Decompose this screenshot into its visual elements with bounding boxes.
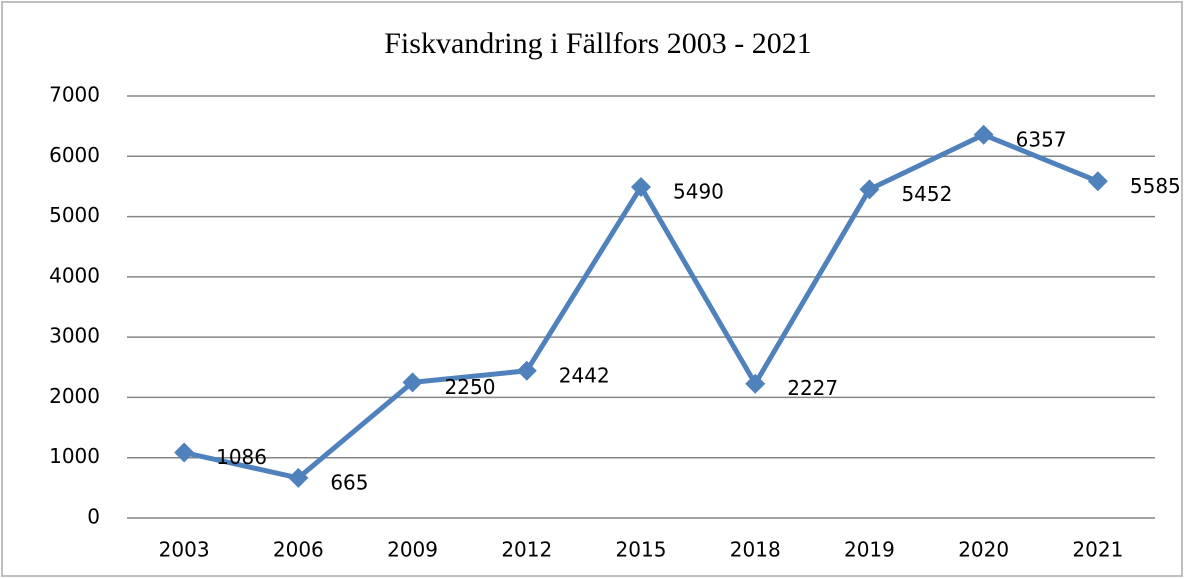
data-point — [745, 373, 766, 394]
data-point — [973, 124, 994, 145]
y-tick-label: 1000 — [49, 444, 100, 468]
data-label: 2442 — [559, 363, 610, 387]
x-tick-label: 2003 — [159, 538, 210, 562]
y-tick-label: 6000 — [49, 143, 100, 167]
x-tick-label: 2018 — [730, 538, 781, 562]
y-tick-label: 2000 — [49, 384, 100, 408]
data-label: 5585 — [1130, 174, 1181, 198]
y-tick-label: 0 — [87, 505, 100, 529]
x-tick-label: 2021 — [1072, 538, 1123, 562]
y-tick-label: 4000 — [49, 263, 100, 287]
x-tick-label: 2006 — [273, 538, 324, 562]
data-label: 1086 — [216, 445, 267, 469]
data-point — [174, 442, 195, 463]
data-label: 2250 — [445, 375, 496, 399]
x-tick-label: 2020 — [958, 538, 1009, 562]
x-tick-label: 2019 — [844, 538, 895, 562]
data-label: 5490 — [673, 180, 724, 204]
x-tick-label: 2015 — [616, 538, 667, 562]
data-point — [631, 177, 651, 198]
y-tick-label: 3000 — [49, 324, 100, 348]
y-tick-label: 7000 — [49, 83, 100, 107]
x-tick-label: 2012 — [501, 538, 552, 562]
data-point — [1087, 171, 1108, 192]
data-point — [402, 372, 423, 393]
x-tick-label: 2009 — [387, 538, 438, 562]
chart-title: Fiskvandring i Fällfors 2003 - 2021 — [384, 27, 812, 60]
data-point — [859, 179, 880, 200]
data-label: 6357 — [1016, 127, 1067, 151]
data-point — [288, 467, 309, 488]
data-label: 2227 — [787, 376, 838, 400]
data-point — [516, 360, 537, 381]
data-label: 5452 — [901, 182, 952, 206]
y-tick-label: 5000 — [49, 203, 100, 227]
data-label: 665 — [330, 470, 368, 494]
